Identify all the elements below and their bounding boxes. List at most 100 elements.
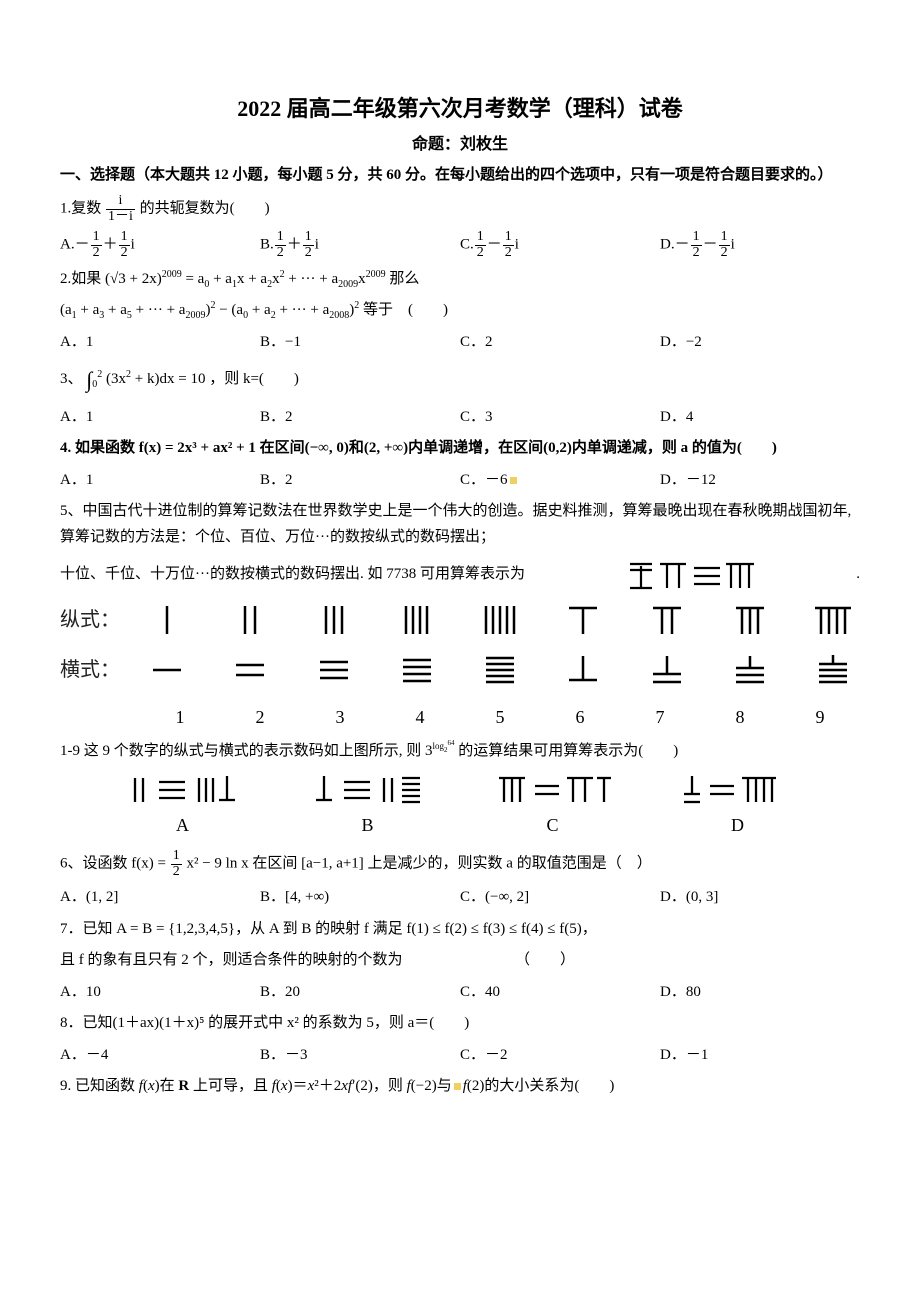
question-8: 8．已知(1＋ax)(1＋x)⁵ 的展开式中 x² 的系数为 5，则 a＝( ) — [60, 1011, 860, 1037]
v6-icon — [563, 602, 603, 638]
q1-c-pre: C. — [460, 237, 474, 253]
question-6: 6、设函数 f(x) = 12 x² − 9 ln x 在区间 [a−1, a+… — [60, 849, 860, 879]
section-head: 一、选择题（本大题共 12 小题，每小题 5 分，共 60 分。在每小题给出的四… — [60, 163, 860, 189]
q2-opt-a: A．1 — [60, 330, 260, 356]
page-title: 2022 届高二年级第六次月考数学（理科）试卷 — [60, 90, 860, 127]
q1-opt-a: A.－12＋12i — [60, 230, 260, 260]
opt-a-icon — [123, 772, 243, 808]
digit-7: 7 — [620, 702, 700, 733]
q3-suf: ，则 k=( ) — [209, 371, 299, 387]
frac-den: 2 — [691, 246, 702, 261]
q5-line3-a: 1-9 这 9 个数字的纵式与横式的表示数码如上图所示, 则 3 — [60, 743, 433, 759]
h8-icon — [730, 652, 770, 688]
q1-stem-post: 的共轭复数为( ) — [140, 201, 270, 217]
q5-line2-b: . — [856, 562, 860, 588]
digit-8: 8 — [700, 702, 780, 733]
frac-den: 2 — [503, 246, 514, 261]
q2-opt-c: C．2 — [460, 330, 660, 356]
opt-b-icon — [308, 772, 428, 808]
question-7-line2: 且 f 的象有且只有 2 个，则适合条件的映射的个数为 （ ） — [60, 948, 860, 974]
v4-icon — [397, 602, 437, 638]
q5-options: A B C D — [90, 772, 830, 841]
q3-options: A．1 B．2 C．3 D．4 — [60, 405, 860, 431]
question-5-line1: 5、中国古代十进位制的算筹记数法在世界数学史上是一个伟大的创造。据史料推测，算筹… — [60, 499, 860, 550]
q1-d-pre: D.－ — [660, 237, 690, 253]
digit-1: 1 — [140, 702, 220, 733]
q8-opt-b: B．－3 — [260, 1043, 460, 1069]
frac-den: 2 — [119, 246, 130, 261]
h2-icon — [230, 652, 270, 688]
subtitle: 命题：刘枚生 — [60, 131, 860, 158]
rod-7738-icon — [626, 558, 756, 592]
q5-line3-b: 的运算结果可用算筹表示为( ) — [455, 743, 679, 759]
q6-opt-b: B．[4, +∞) — [260, 885, 460, 911]
v9-icon — [811, 602, 855, 638]
q3-opt-b: B．2 — [260, 405, 460, 431]
q1-opt-c: C.12－12i — [460, 230, 660, 260]
v3-icon — [314, 602, 354, 638]
q6-frac-num: 1 — [171, 849, 182, 865]
frac-den: 2 — [275, 246, 286, 261]
question-5-line3: 1-9 这 9 个数字的纵式与横式的表示数码如上图所示, 则 3log264 的… — [60, 739, 860, 765]
q1-d-suf: i — [731, 237, 735, 253]
opt-d-icon — [678, 772, 798, 808]
frac-den: 2 — [475, 246, 486, 261]
question-7-line1: 7．已知 A = B = {1,2,3,4,5}，从 A 到 B 的映射 f 满… — [60, 917, 860, 943]
q6-frac-den: 2 — [171, 865, 182, 880]
q1-frac-den: 1－i — [106, 210, 135, 225]
q3-opt-c: C．3 — [460, 405, 660, 431]
q2-line2-suf: 等于 ( ) — [363, 302, 448, 318]
q6-frac: 12 — [171, 849, 182, 879]
q1-opt-d: D.－12－12i — [660, 230, 860, 260]
q1-a-pre: A.－ — [60, 237, 90, 253]
h6-icon — [563, 652, 603, 688]
v5-icon — [478, 602, 522, 638]
frac-den: 2 — [91, 246, 102, 261]
digit-5: 5 — [460, 702, 540, 733]
q1-options: A.－12＋12i B.12＋12i C.12－12i D.－12－12i — [60, 230, 860, 260]
q2-options: A．1 B．−1 C．2 D．−2 — [60, 330, 860, 356]
question-4: 4. 如果函数 f(x) = 2x³ + ax² + 1 在区间(−∞, 0)和… — [60, 436, 860, 462]
opt-c-icon — [493, 772, 613, 808]
question-1: 1.复数 i 1－i 的共轭复数为( ) — [60, 194, 860, 224]
q1-frac-num: i — [106, 194, 135, 210]
frac-num: 1 — [719, 230, 730, 246]
digit-2: 2 — [220, 702, 300, 733]
q5-opt-b: B — [308, 772, 428, 841]
q2-pre: 2.如果 — [60, 271, 101, 287]
q4-options: A．1 B．2 C．－6 D．－12 — [60, 468, 860, 494]
vertical-cells — [140, 602, 860, 638]
q5-opt-c-label: C — [493, 810, 613, 841]
v8-icon — [730, 602, 770, 638]
frac-num: 1 — [303, 230, 314, 246]
q7-opt-a: A．10 — [60, 980, 260, 1006]
h4-icon — [397, 652, 437, 688]
horizontal-label: 横式： — [60, 653, 140, 687]
digit-3: 3 — [300, 702, 380, 733]
question-5-line2: 十位、千位、十万位···的数按横式的数码摆出. 如 7738 可用算筹表示为 . — [60, 558, 860, 592]
h1-icon — [147, 652, 187, 688]
frac-den: 2 — [303, 246, 314, 261]
q1-d-mid: － — [703, 237, 718, 253]
q8-opt-d: D．－1 — [660, 1043, 860, 1069]
q1-c-mid: － — [487, 237, 502, 253]
digit-6: 6 — [540, 702, 620, 733]
q5-opt-d: D — [678, 772, 798, 841]
horizontal-cells — [140, 652, 860, 688]
q1-a-suf: i — [131, 237, 135, 253]
digit-4: 4 — [380, 702, 460, 733]
q2-opt-d: D．−2 — [660, 330, 860, 356]
q3-pre: 3、 — [60, 371, 83, 387]
frac-num: 1 — [475, 230, 486, 246]
frac-num: 1 — [119, 230, 130, 246]
v7-icon — [647, 602, 687, 638]
q4-opt-d: D．－12 — [660, 468, 860, 494]
q5-opt-b-label: B — [308, 810, 428, 841]
q5-opt-c: C — [493, 772, 613, 841]
rod-numeral-table: 纵式： 横式： 1 2 3 4 5 — [60, 602, 860, 733]
q3-opt-a: A．1 — [60, 405, 260, 431]
q4-opt-b: B．2 — [260, 468, 460, 494]
v2-icon — [230, 602, 270, 638]
q5-opt-d-label: D — [678, 810, 798, 841]
q1-frac: i 1－i — [106, 194, 135, 224]
